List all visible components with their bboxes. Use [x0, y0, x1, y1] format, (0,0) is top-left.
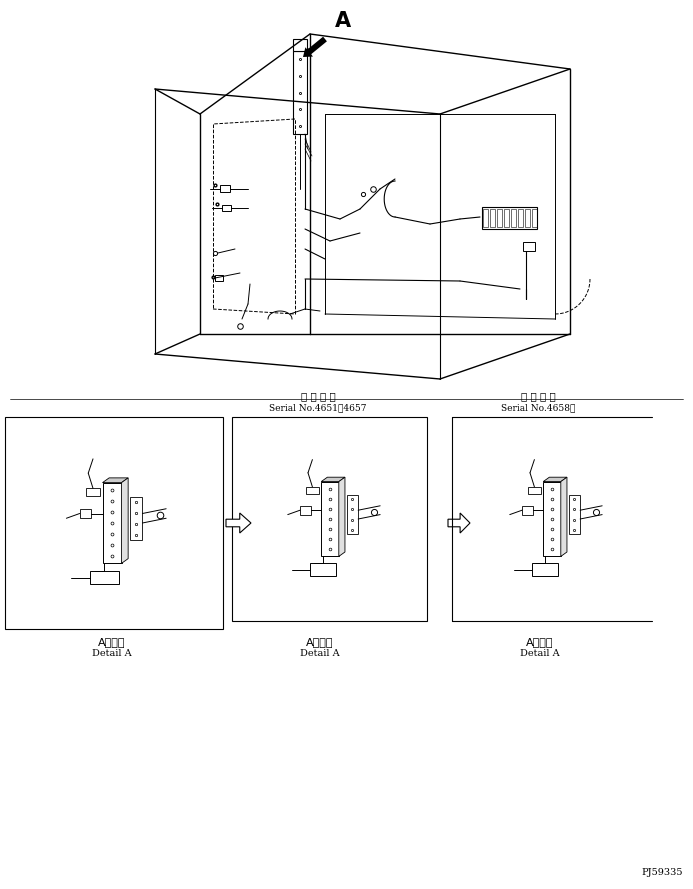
Bar — [293, 39, 307, 51]
Text: A: A — [335, 11, 351, 31]
Text: 適 用 号 機: 適 用 号 機 — [520, 391, 555, 401]
Text: Detail A: Detail A — [520, 649, 560, 658]
Bar — [222, 205, 231, 211]
Text: A　詳細: A 詳細 — [306, 637, 334, 647]
Polygon shape — [226, 513, 251, 533]
Bar — [489, 209, 495, 227]
Bar — [103, 483, 121, 564]
FancyArrow shape — [303, 36, 327, 57]
Bar — [482, 207, 537, 229]
Bar — [543, 482, 561, 557]
Polygon shape — [321, 477, 345, 482]
Text: A　詳細: A 詳細 — [526, 637, 554, 647]
Bar — [532, 209, 536, 227]
Bar — [5, 417, 223, 629]
Bar — [528, 487, 541, 494]
Text: 適 用 号 機: 適 用 号 機 — [301, 391, 335, 401]
Bar — [496, 209, 502, 227]
Bar — [321, 482, 339, 557]
Bar — [511, 209, 516, 227]
Polygon shape — [103, 478, 128, 483]
Bar — [504, 209, 509, 227]
Polygon shape — [543, 477, 567, 482]
Bar — [518, 209, 523, 227]
Bar — [300, 506, 310, 515]
Text: Detail A: Detail A — [300, 649, 340, 658]
Polygon shape — [448, 513, 470, 533]
Bar — [452, 417, 652, 621]
Bar — [232, 417, 427, 621]
Bar — [525, 209, 529, 227]
Text: PJ59335: PJ59335 — [642, 868, 683, 877]
Bar — [215, 275, 223, 281]
Bar — [522, 506, 533, 515]
Polygon shape — [561, 477, 567, 557]
Text: Serial No.4651～4657: Serial No.4651～4657 — [270, 403, 367, 412]
Bar — [523, 242, 535, 251]
Bar — [220, 185, 230, 192]
Text: Serial No.4658～: Serial No.4658～ — [501, 403, 575, 412]
Bar — [80, 509, 91, 518]
Bar — [87, 488, 100, 496]
Bar — [90, 571, 119, 584]
Text: A　詳細: A 詳細 — [98, 637, 125, 647]
Bar — [482, 209, 487, 227]
Bar — [569, 495, 580, 534]
Text: Detail A: Detail A — [92, 649, 132, 658]
Bar — [346, 495, 358, 534]
Bar — [532, 564, 558, 576]
Bar — [310, 564, 336, 576]
Bar — [293, 51, 307, 134]
Polygon shape — [121, 478, 128, 564]
Bar — [130, 497, 142, 540]
Bar — [306, 487, 319, 494]
Polygon shape — [339, 477, 345, 557]
